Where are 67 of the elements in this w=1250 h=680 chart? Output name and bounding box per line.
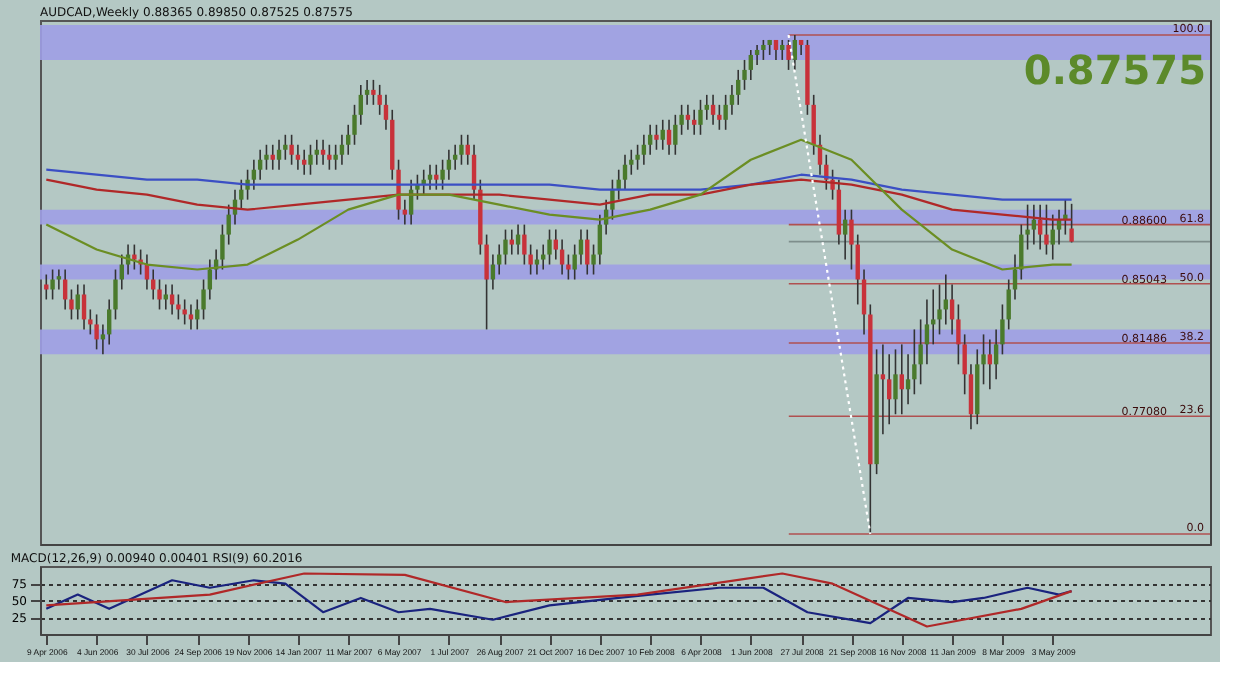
candlestick — [666, 119, 672, 156]
candlestick — [289, 133, 294, 166]
candlestick — [509, 228, 514, 256]
candlestick — [893, 348, 898, 416]
candlestick — [704, 94, 709, 121]
candlestick — [1050, 213, 1055, 261]
candlestick — [94, 313, 99, 351]
candlestick — [842, 208, 848, 261]
candlestick — [157, 278, 162, 311]
candlestick — [270, 143, 275, 171]
candlestick — [515, 223, 521, 256]
candlestick — [641, 133, 647, 166]
candlestick — [1069, 203, 1074, 244]
candlestick — [899, 343, 904, 416]
candlestick — [320, 138, 326, 166]
candlestick — [327, 143, 332, 171]
candlestick — [276, 138, 282, 171]
candlestick — [880, 343, 886, 436]
candlestick — [339, 133, 345, 166]
candlestick — [943, 273, 949, 326]
candlestick — [440, 158, 445, 191]
candlestick — [314, 138, 319, 166]
candlestick — [635, 143, 640, 171]
candlestick — [75, 283, 80, 321]
candlestick — [987, 338, 993, 391]
candlestick — [132, 243, 137, 271]
candlestick — [698, 99, 703, 136]
candlestick — [578, 228, 584, 266]
candlestick — [459, 133, 464, 166]
candlestick — [1037, 203, 1043, 251]
candlestick — [761, 39, 766, 61]
candlestick — [163, 283, 169, 311]
candlestick — [685, 104, 691, 131]
candlestick — [295, 143, 301, 171]
candlestick — [1031, 203, 1037, 246]
candlestick — [710, 94, 716, 126]
candlestick — [1044, 203, 1049, 256]
candlestick — [654, 124, 659, 151]
candlestick — [333, 143, 338, 171]
candlestick — [490, 253, 496, 291]
candlestick — [44, 273, 49, 301]
candlestick — [188, 303, 194, 331]
candlestick — [660, 119, 665, 151]
candlestick — [169, 283, 175, 316]
candlestick — [949, 283, 955, 336]
candlestick — [251, 158, 257, 191]
candlestick — [50, 268, 55, 301]
candlestick — [81, 283, 87, 331]
candlestick — [541, 243, 546, 271]
candlestick — [434, 163, 439, 191]
candlestick — [182, 298, 187, 326]
candlestick — [786, 39, 791, 71]
candlestick — [547, 228, 552, 266]
candlestick — [585, 228, 590, 276]
candlestick — [534, 248, 540, 276]
candlestick — [427, 163, 433, 191]
candlestick — [780, 39, 785, 61]
candlestick — [691, 109, 697, 136]
candlestick — [937, 283, 942, 336]
candlestick — [792, 34, 798, 71]
candlestick — [446, 148, 452, 181]
candlestick — [559, 238, 565, 276]
annotation: 0.87575 — [1023, 46, 1206, 94]
candlestick — [905, 353, 911, 406]
candlestick — [308, 143, 313, 176]
candlestick — [301, 148, 307, 176]
candlestick — [748, 49, 754, 81]
